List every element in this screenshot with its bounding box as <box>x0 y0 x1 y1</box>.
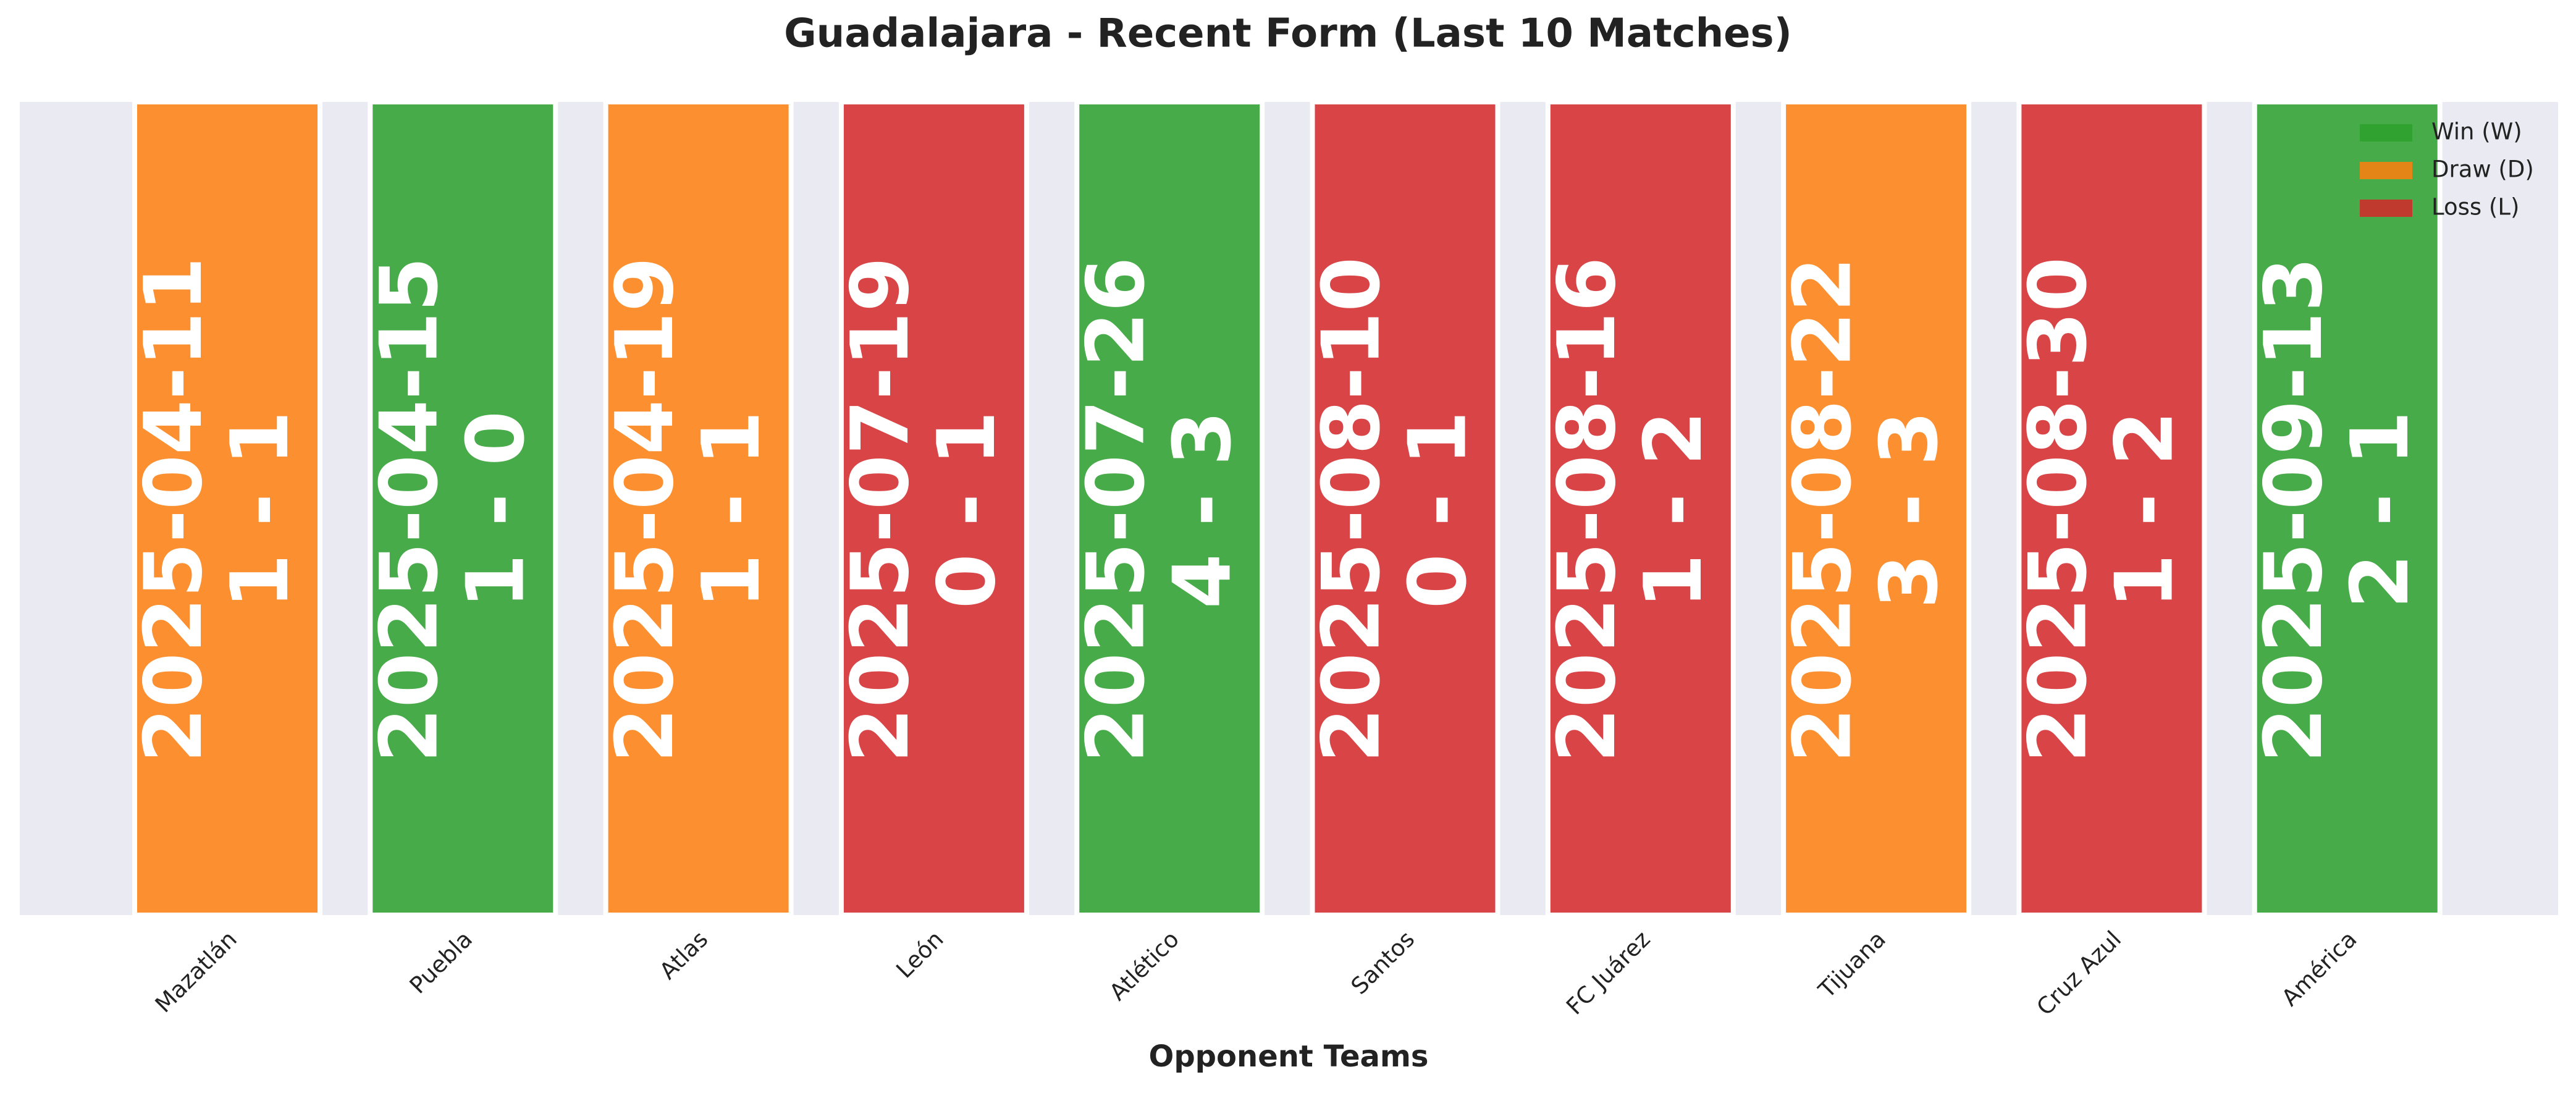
match-bar <box>2252 99 2443 918</box>
x-tick-label: Mazatlán <box>150 926 242 1018</box>
match-date: 2025-04-15 <box>363 257 455 763</box>
match-date: 2025-04-19 <box>599 257 691 763</box>
legend-label: Win (W) <box>2431 119 2522 145</box>
match-date: 2025-08-16 <box>1541 257 1633 763</box>
match-bar <box>2016 99 2207 918</box>
match-bar <box>838 99 1029 918</box>
match-score: 1 - 1 <box>214 411 306 609</box>
match-date: 2025-08-30 <box>2013 257 2105 763</box>
bar-label: 2025-04-111 - 1 <box>128 257 306 763</box>
bar-label: 2025-04-191 - 1 <box>599 257 778 763</box>
match-bar <box>1310 99 1501 918</box>
bar-label: 2025-08-301 - 2 <box>2013 257 2191 763</box>
x-tick-label: América <box>2276 926 2362 1011</box>
match-bar <box>1545 99 1736 918</box>
match-date: 2025-08-10 <box>1306 257 1398 763</box>
match-score: 1 - 2 <box>2099 411 2191 609</box>
match-date: 2025-07-26 <box>1070 257 1162 763</box>
match-date: 2025-09-13 <box>2248 257 2340 763</box>
match-date: 2025-04-11 <box>128 257 220 763</box>
match-score: 4 - 3 <box>1156 411 1248 609</box>
x-tick-label: Cruz Azul <box>2032 926 2127 1021</box>
bar-label: 2025-08-223 - 3 <box>1777 257 1955 763</box>
bar-label: 2025-09-132 - 1 <box>2248 257 2427 763</box>
bar-label: 2025-07-190 - 1 <box>835 257 1013 763</box>
match-score: 1 - 0 <box>450 411 542 609</box>
legend-swatch <box>2360 124 2412 141</box>
chart-title: Guadalajara - Recent Form (Last 10 Match… <box>784 11 1792 57</box>
match-bar <box>1074 99 1265 918</box>
x-tick-label: Tijuana <box>1813 926 1891 1003</box>
x-tick-label: Santos <box>1346 926 1420 1000</box>
match-score: 0 - 1 <box>921 411 1013 609</box>
match-score: 3 - 3 <box>1863 411 1955 609</box>
bar-label: 2025-04-151 - 0 <box>363 257 542 763</box>
legend-swatch <box>2360 200 2412 217</box>
bar-label: 2025-08-100 - 1 <box>1306 257 1484 763</box>
x-tick-label: Atlético <box>1105 926 1184 1005</box>
legend-label: Loss (L) <box>2431 194 2519 221</box>
match-score: 1 - 2 <box>1628 411 1720 609</box>
match-score: 2 - 1 <box>2334 411 2427 609</box>
match-bar <box>132 99 322 918</box>
bar-label: 2025-08-161 - 2 <box>1541 257 1720 763</box>
match-date: 2025-07-19 <box>835 257 927 763</box>
match-score: 0 - 1 <box>1392 411 1484 609</box>
x-tick-label: Puebla <box>405 926 478 998</box>
match-bar <box>603 99 794 918</box>
x-tick-label: FC Juárez <box>1561 926 1655 1019</box>
x-axis-title: Opponent Teams <box>1149 1039 1429 1074</box>
bar-label: 2025-07-264 - 3 <box>1070 257 1248 763</box>
match-date: 2025-08-22 <box>1777 257 1869 763</box>
x-tick-label: Atlas <box>654 926 713 984</box>
match-score: 1 - 1 <box>686 411 778 609</box>
legend-label: Draw (D) <box>2431 156 2534 183</box>
match-bar <box>368 99 558 918</box>
x-tick-label: León <box>891 926 948 983</box>
legend-swatch <box>2360 162 2412 179</box>
match-bar <box>1781 99 1972 918</box>
